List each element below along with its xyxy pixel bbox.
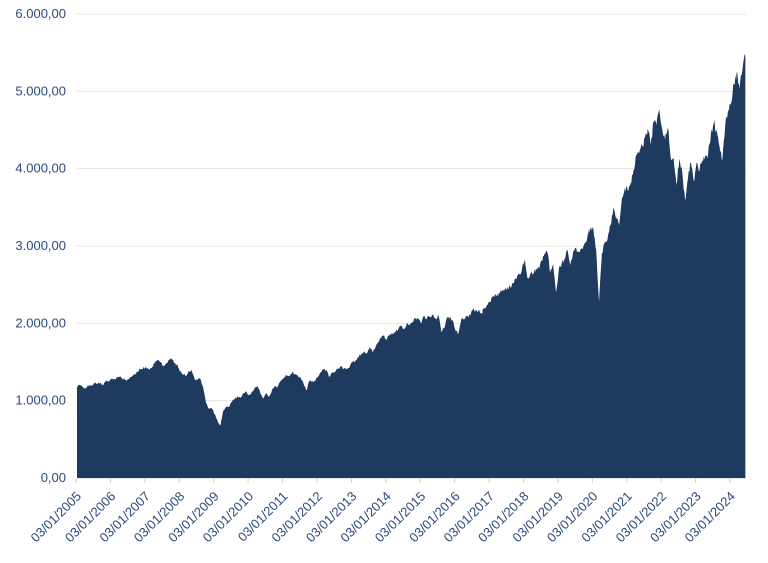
y-axis-tick-label: 3.000,00	[15, 238, 66, 253]
y-axis-tick-label: 5.000,00	[15, 83, 66, 98]
y-axis-tick-label: 2.000,00	[15, 315, 66, 330]
y-axis-tick-label: 0,00	[41, 470, 66, 485]
y-axis-tick-label: 6.000,00	[15, 6, 66, 21]
y-axis-tick-label: 4.000,00	[15, 161, 66, 176]
index-series-area	[77, 54, 746, 478]
y-axis-tick-label: 1.000,00	[15, 393, 66, 408]
